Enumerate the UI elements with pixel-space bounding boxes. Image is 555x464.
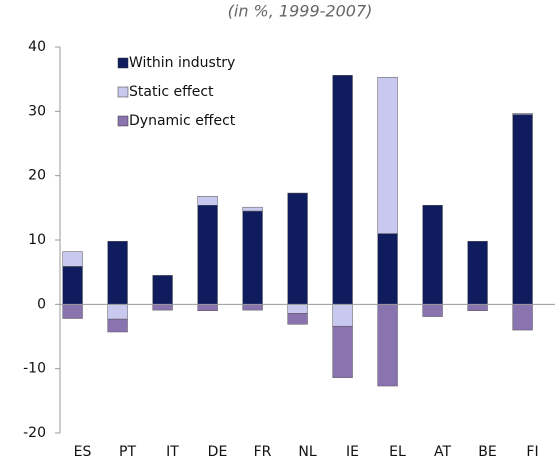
- x-tick-label: ES: [74, 444, 92, 460]
- bar-segment: [422, 205, 443, 305]
- bar-segment: [377, 304, 398, 387]
- y-tick-label: 40: [28, 39, 46, 55]
- bar-segment: [197, 304, 218, 312]
- bar-segment: [242, 206, 263, 212]
- bar-segment: [377, 233, 398, 305]
- bar-segment: [512, 113, 533, 115]
- x-tick-label: NL: [298, 444, 316, 460]
- bar-segment: [287, 313, 308, 325]
- bar-segment: [152, 304, 173, 311]
- bar-segment: [197, 205, 218, 305]
- bar-segment: [242, 210, 263, 305]
- legend-label: Static effect: [129, 84, 214, 100]
- x-tick-label: IT: [166, 444, 179, 460]
- bar-segment: [512, 114, 533, 305]
- bar-segment: [467, 304, 488, 312]
- legend-swatch: [117, 115, 129, 127]
- bar-segment: [242, 304, 263, 311]
- y-tick-label: 30: [28, 103, 46, 119]
- bar-segment: [62, 266, 83, 305]
- x-tick-label: EL: [389, 444, 406, 460]
- bar-segment: [467, 241, 488, 305]
- bar-segment: [197, 196, 218, 206]
- y-tick-label: 0: [37, 296, 46, 312]
- y-tick-label: 20: [28, 168, 46, 184]
- x-tick-label: IE: [346, 444, 359, 460]
- x-tick-label: BE: [478, 444, 496, 460]
- bar-segment: [107, 241, 128, 305]
- bar-segment: [332, 75, 353, 305]
- bar-segment: [107, 304, 128, 320]
- chart-title: (in %, 1999-2007): [228, 2, 373, 21]
- y-tick-label: 10: [28, 232, 46, 248]
- x-tick-label: FR: [254, 444, 272, 460]
- bar-segment: [62, 304, 83, 319]
- bar-segment: [422, 304, 443, 317]
- bar-segment: [152, 275, 173, 305]
- x-tick-label: PT: [119, 444, 136, 460]
- bar-segment: [287, 304, 308, 314]
- legend-swatch: [117, 86, 129, 98]
- bar-segment: [62, 251, 83, 267]
- bar-segment: [512, 304, 533, 331]
- bar-segment: [287, 192, 308, 305]
- x-tick-label: DE: [208, 444, 228, 460]
- bar-segment: [332, 304, 353, 327]
- legend-swatch: [117, 57, 129, 69]
- x-tick-label: FI: [526, 444, 538, 460]
- y-tick-label: -20: [23, 425, 46, 441]
- legend-label: Within industry: [129, 55, 235, 71]
- y-tick-label: -10: [23, 361, 46, 377]
- bar-segment: [107, 318, 128, 333]
- bar-segment: [332, 325, 353, 378]
- x-tick-label: AT: [434, 444, 451, 460]
- legend-label: Dynamic effect: [129, 113, 236, 129]
- bar-segment: [377, 76, 398, 234]
